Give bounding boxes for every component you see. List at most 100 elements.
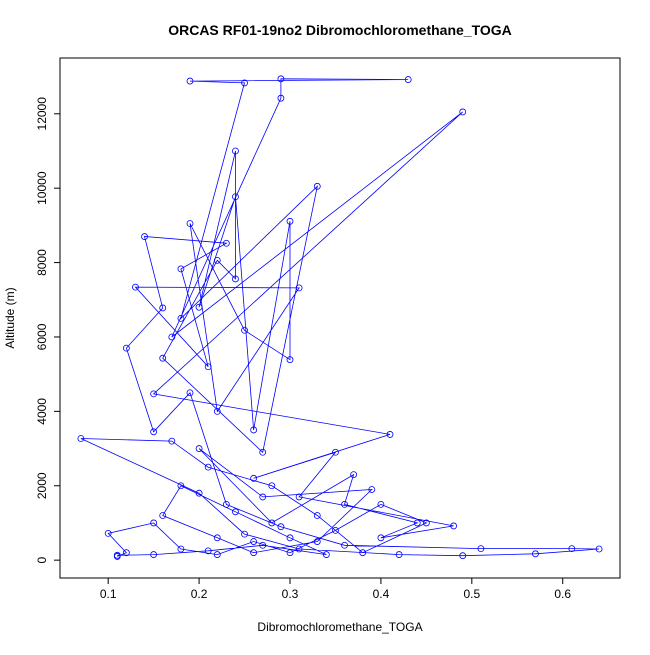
y-tick-label: 2000 [35,472,49,499]
data-point [177,314,185,322]
data-point [250,426,258,434]
data-point [386,431,394,438]
data-point [295,284,303,292]
data-point [250,474,258,482]
data-point [259,493,267,501]
data-point [232,508,239,516]
y-tick-label: 8000 [35,249,49,276]
data-point [332,526,339,534]
x-tick-label: 0.5 [463,587,480,601]
data-point [113,551,121,559]
data-point [377,500,385,508]
data-point [286,217,294,225]
data-point [477,545,485,553]
data-point [313,512,321,519]
x-tick-label: 0.6 [554,587,571,601]
data-point [295,493,303,501]
data-point [122,549,130,557]
chart-title: ORCAS RF01-19no2 Dibromochloromethane_TO… [168,22,512,38]
data-point [159,354,167,362]
data-point [150,519,158,527]
data-point [595,545,603,553]
data-point [332,448,339,456]
data-point [213,256,221,264]
data-point [177,482,185,490]
x-tick-label: 0.4 [373,587,390,601]
data-point [250,538,258,545]
data-point [232,275,239,283]
data-point [168,333,176,341]
data-point [232,147,239,155]
data-point [259,448,267,456]
data-point [159,304,167,312]
x-tick-label: 0.3 [282,587,299,601]
data-point [459,552,467,560]
data-point [213,534,221,542]
data-point [213,407,221,415]
data-point [395,551,403,558]
data-point [450,522,458,530]
data-point [204,463,212,471]
y-tick-label: 4000 [35,398,49,425]
data-point [195,303,203,311]
x-tick-label: 0.2 [191,587,208,601]
data-point [459,108,467,116]
data-point [77,435,85,442]
data-point [532,550,539,558]
data-line [80,78,600,557]
data-point [350,471,358,478]
data-point [404,76,412,83]
data-point [422,519,430,527]
data-point [177,545,185,553]
data-point [377,534,385,542]
data-point [195,445,203,452]
data-point [186,220,194,227]
plot-frame [59,57,621,579]
data-point [313,182,321,190]
data-point [186,77,194,85]
data-point [277,75,285,83]
data-point [141,233,148,240]
data-point [277,94,285,102]
data-point [413,519,421,527]
data-point [250,549,258,557]
data-point [322,551,330,558]
data-point [132,283,139,291]
x-axis-label: Dibromochloromethane_TOGA [257,620,422,634]
data-point [241,530,248,538]
data-point [313,538,321,545]
data-point [168,437,176,445]
data-point [150,390,158,398]
data-point [277,523,285,531]
data-point [213,551,221,558]
data-point [222,500,230,508]
data-point [286,534,294,542]
data-point [150,428,158,436]
data-point [150,551,158,558]
y-tick-label: 12000 [35,97,49,131]
y-axis-label: Altitude (m) [3,287,17,348]
data-point [186,389,194,397]
data-point [359,549,367,557]
y-tick-label: 6000 [35,323,49,350]
x-tick-label: 0.1 [100,587,117,601]
data-point [286,549,294,557]
data-point [241,326,248,334]
data-point [341,541,348,549]
data-point [204,547,212,555]
data-point [177,265,185,273]
data-point [159,512,167,519]
data-point [341,500,348,508]
y-tick-label: 10000 [35,171,49,205]
data-point [204,363,212,371]
data-point [268,519,276,527]
data-point [286,356,294,364]
data-point [222,239,230,247]
data-point [195,489,203,497]
data-point [259,541,267,549]
data-point [268,482,276,490]
data-point [122,344,130,352]
data-point [104,529,112,537]
data-point [232,193,239,201]
y-tick-label: 0 [35,556,49,563]
